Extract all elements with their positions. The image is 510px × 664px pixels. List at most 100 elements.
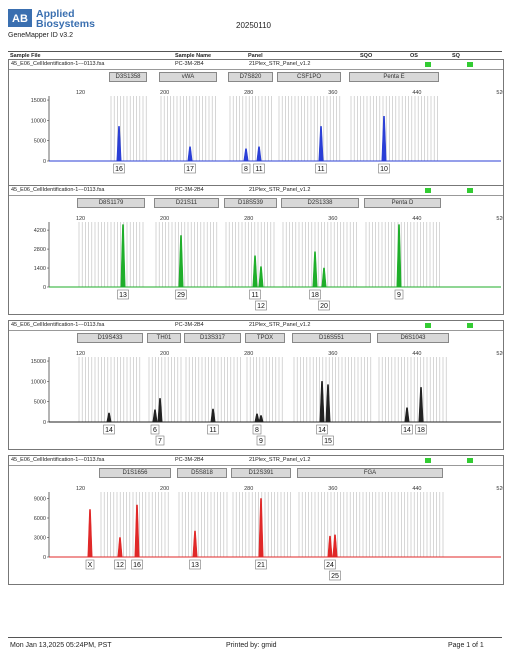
electropherogram-panel: 45_E06_CellIdentification-1---0113.fsa PC…: [8, 455, 504, 585]
locus-marker-box: D12S391: [231, 468, 291, 478]
x-tick-label: 360: [328, 351, 337, 357]
quality-flag-icon: [425, 323, 431, 328]
sample-name: PC-3M-2B4: [175, 61, 204, 67]
electropherogram-panel: 45_E06_CellIdentification-1---0113.fsa PC…: [8, 59, 504, 189]
electropherogram-plot: 120 200 280 360 440 520 9000 6000 3000 0 X 12 16 13 21…: [34, 486, 503, 581]
allele-peak: [258, 415, 264, 423]
logo-line-2: Biosystems: [36, 18, 95, 30]
svg-text:25: 25: [331, 573, 339, 580]
y-tick-label: 0: [43, 420, 46, 426]
svg-text:8: 8: [244, 166, 248, 173]
allele-peak: [192, 530, 198, 558]
x-tick-label: 520: [496, 90, 503, 96]
quality-flag-icon: [425, 62, 431, 67]
allele-peak: [258, 498, 264, 558]
sample-info-row: 45_E06_CellIdentification-1---0113.fsa PC…: [9, 321, 503, 331]
electropherogram-plot: 120 200 280 360 440 520 4200 2800 1400 0 13 29 11 12 1…: [34, 216, 503, 311]
locus-marker-box: TH01: [147, 333, 181, 343]
svg-text:21: 21: [257, 562, 265, 569]
sample-info-row: 45_E06_CellIdentification-1---0113.fsa PC…: [9, 60, 503, 70]
locus-marker-box: TPOX: [245, 333, 285, 343]
logo-mark: AB: [12, 13, 28, 25]
y-tick-label: 5000: [34, 139, 46, 145]
col-panel: Panel: [248, 53, 263, 59]
allele-call-label: 8: [252, 424, 262, 435]
quality-flag-icon: [467, 188, 473, 193]
locus-marker-box: D1S1656: [99, 468, 171, 478]
x-tick-label: 280: [244, 351, 253, 357]
quality-flag-icon: [467, 458, 473, 463]
allele-call-label: 15: [322, 435, 334, 446]
x-tick-label: 520: [496, 486, 503, 492]
svg-text:20: 20: [320, 303, 328, 310]
x-tick-label: 280: [244, 486, 253, 492]
y-tick-label: 6000: [34, 516, 46, 522]
x-tick-label: 120: [76, 351, 85, 357]
allele-call-label: 18: [309, 289, 321, 300]
svg-text:9: 9: [259, 438, 263, 445]
allele-call-label: 20: [318, 300, 330, 311]
footer-timestamp: Mon Jan 13,2025 05:24PM, PST: [10, 642, 112, 649]
locus-marker-box: Penta E: [349, 72, 439, 82]
y-tick-label: 0: [43, 159, 46, 165]
allele-call-label: 18: [415, 424, 427, 435]
sample-file: 45_E06_CellIdentification-1---0113.fsa: [11, 187, 105, 193]
allele-peak: [252, 255, 258, 288]
x-tick-label: 200: [160, 216, 169, 222]
ab-logo-icon: AB: [8, 9, 32, 27]
y-tick-label: 3000: [34, 536, 46, 542]
x-tick-label: 440: [412, 486, 421, 492]
allele-call-label: 8: [241, 163, 251, 174]
allele-peak: [325, 384, 331, 423]
panel-name: 21Plex_STR_Panel_v1.2: [249, 61, 311, 67]
col-sample-file: Sample File: [10, 53, 41, 59]
allele-peak: [318, 126, 324, 162]
sample-file: 45_E06_CellIdentification-1---0113.fsa: [11, 457, 105, 463]
x-tick-label: 280: [244, 216, 253, 222]
electropherogram-plot: 120 200 280 360 440 520 15000 10000 5000 0 16 17 8 11…: [31, 90, 503, 174]
x-tick-label: 440: [412, 216, 421, 222]
allele-peak: [381, 116, 387, 162]
svg-text:7: 7: [158, 438, 162, 445]
y-tick-label: 15000: [31, 98, 46, 104]
allele-peak: [319, 381, 325, 423]
allele-peak: [134, 504, 140, 558]
allele-call-label: 7: [155, 435, 165, 446]
allele-call-label: 12: [114, 559, 126, 570]
x-tick-label: 360: [328, 90, 337, 96]
allele-peak: [321, 267, 327, 288]
software-version: GeneMapper ID v3.2: [8, 32, 73, 39]
y-tick-label: 0: [43, 555, 46, 561]
allele-call-label: 14: [401, 424, 413, 435]
allele-peak: [243, 148, 249, 162]
svg-text:13: 13: [191, 562, 199, 569]
quality-flag-icon: [425, 188, 431, 193]
allele-call-label: 25: [329, 570, 341, 581]
x-tick-label: 520: [496, 351, 503, 357]
allele-peak: [117, 537, 123, 558]
svg-text:16: 16: [115, 166, 123, 173]
sample-info-row: 45_E06_CellIdentification-1---0113.fsa PC…: [9, 186, 503, 196]
x-tick-label: 440: [412, 351, 421, 357]
quality-flag-icon: [467, 323, 473, 328]
svg-text:14: 14: [105, 427, 113, 434]
electropherogram-plot: 120 200 280 360 440 520 15000 10000 5000 0 14 67 11 8…: [31, 351, 503, 446]
locus-marker-box: D18S539: [224, 198, 277, 208]
panel-name: 21Plex_STR_Panel_v1.2: [249, 457, 311, 463]
locus-marker-box: D16S551: [292, 333, 371, 343]
col-sq: SQ: [452, 53, 460, 59]
allele-peak: [312, 251, 318, 288]
x-tick-label: 120: [76, 486, 85, 492]
sample-info-row: 45_E06_CellIdentification-1---0113.fsa PC…: [9, 456, 503, 466]
col-sample-name: Sample Name: [175, 53, 212, 59]
allele-call-label: 24: [324, 559, 336, 570]
x-tick-label: 520: [496, 216, 503, 222]
allele-call-label: 11: [207, 424, 219, 435]
svg-text:12: 12: [116, 562, 124, 569]
svg-text:11: 11: [209, 427, 216, 434]
locus-marker-box: D8S1179: [77, 198, 145, 208]
locus-marker-box: CSF1PO: [277, 72, 341, 82]
svg-text:16: 16: [133, 562, 141, 569]
y-tick-label: 5000: [34, 400, 46, 406]
sample-name: PC-3M-2B4: [175, 457, 204, 463]
